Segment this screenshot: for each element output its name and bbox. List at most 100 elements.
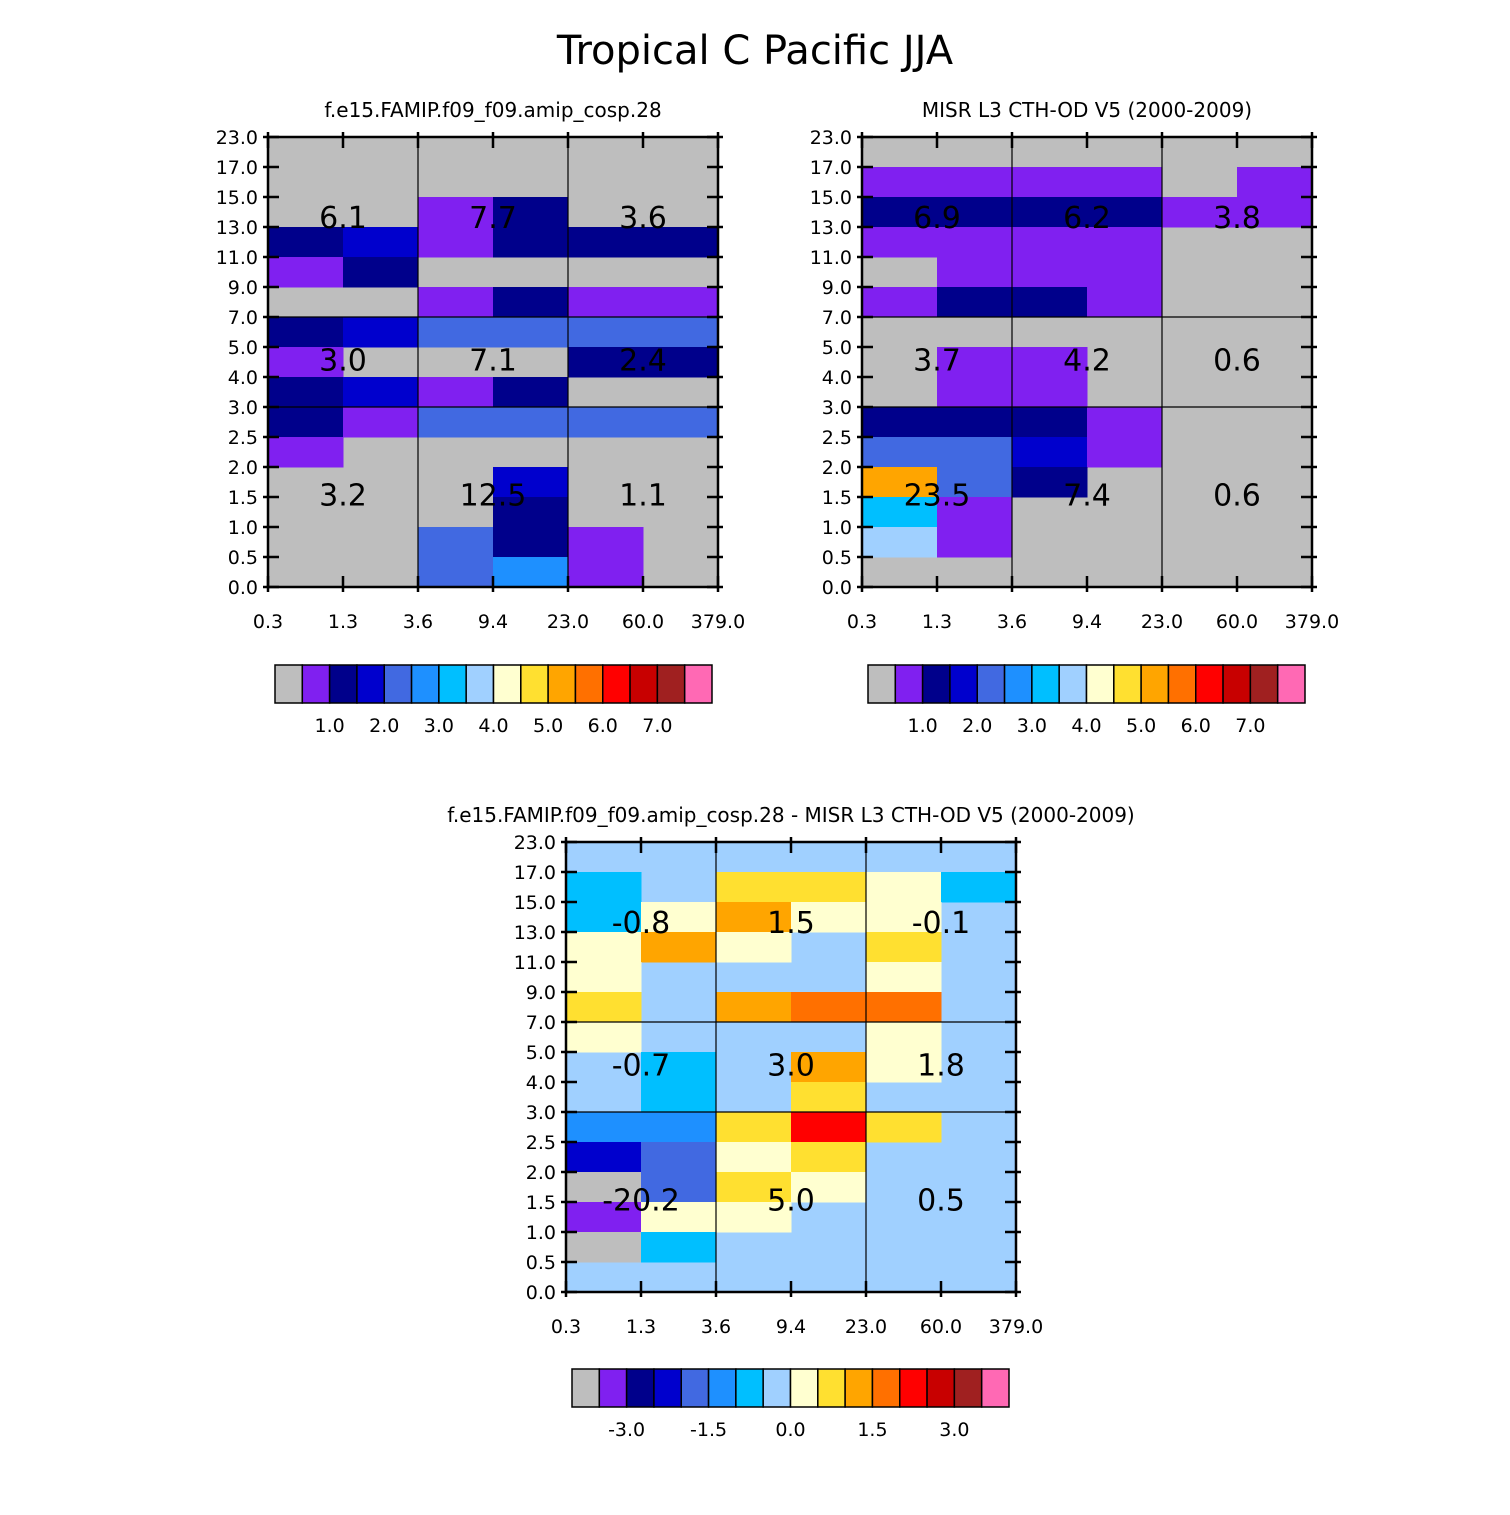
y-tick-label: 11.0: [216, 247, 258, 269]
y-tick-label: 0.5: [822, 547, 852, 569]
heatmap-cell: [643, 227, 719, 258]
heatmap-cell: [493, 287, 569, 318]
y-tick-label: 9.0: [526, 982, 556, 1004]
y-tick-label: 3.0: [228, 397, 258, 419]
y-tick-label: 2.5: [526, 1132, 556, 1154]
cell-value-label: 23.5: [904, 479, 971, 514]
y-tick-label: 0.0: [822, 577, 852, 599]
colorbar-swatch: [571, 1368, 601, 1408]
colorbar-swatch: [707, 1368, 737, 1408]
colorbar-label: 7.0: [1235, 715, 1265, 737]
y-tick-label: 9.0: [822, 277, 852, 299]
cell-value-label: -20.2: [602, 1184, 680, 1219]
y-tick-label: 5.0: [526, 1042, 556, 1064]
x-tick-label: 3.6: [701, 1316, 731, 1338]
heatmap-cell: [493, 227, 569, 258]
heatmap-cell: [937, 437, 1013, 468]
heatmap-cell: [791, 1052, 867, 1083]
x-tick-label: 379.0: [1285, 611, 1339, 633]
panel-title: f.e15.FAMIP.f09_f09.amip_cosp.28: [324, 98, 661, 122]
y-tick-label: 15.0: [514, 892, 556, 914]
heatmap-cell: [1012, 377, 1088, 408]
y-tick-label: 17.0: [810, 157, 852, 179]
cell-value-label: 1.5: [767, 906, 815, 941]
heatmap-cell: [866, 962, 942, 993]
heatmap-cell: [937, 497, 1013, 528]
heatmap-cell: [641, 932, 717, 963]
heatmap-cell: [568, 227, 644, 258]
cell-value-label: 7.4: [1063, 479, 1111, 514]
colorbar-swatch: [926, 1368, 956, 1408]
y-tick-label: 17.0: [216, 157, 258, 179]
heatmap-cell: [566, 932, 642, 963]
heatmap-cell: [568, 557, 644, 588]
y-tick-label: 2.0: [228, 457, 258, 479]
heatmap-cell: [641, 1052, 717, 1083]
heatmap-cell: [566, 1172, 642, 1203]
heatmap-cell: [1087, 197, 1163, 228]
cell-value-label: 3.6: [619, 201, 667, 236]
heatmap-cell: [791, 872, 867, 903]
y-tick-label: 5.0: [822, 337, 852, 359]
x-tick-label: 9.4: [1072, 611, 1102, 633]
heatmap-cell: [862, 527, 938, 558]
y-tick-label: 13.0: [514, 922, 556, 944]
x-tick-label: 1.3: [328, 611, 358, 633]
x-tick-label: 0.3: [253, 611, 283, 633]
cell-value-label: 1.8: [917, 1049, 965, 1084]
heatmap-cell: [493, 557, 569, 588]
y-tick-label: 2.5: [822, 427, 852, 449]
colorbar-swatch: [867, 664, 897, 704]
heatmap-cell: [791, 1172, 867, 1203]
y-tick-label: 2.5: [228, 427, 258, 449]
heatmap-cell: [566, 1202, 642, 1233]
cell-value-label: 4.2: [1063, 344, 1111, 379]
colorbar-label: 6.0: [588, 715, 618, 737]
y-tick-label: 11.0: [514, 952, 556, 974]
colorbar-label: 3.0: [424, 715, 454, 737]
x-tick-label: 9.4: [776, 1316, 806, 1338]
y-tick-label: 15.0: [810, 187, 852, 209]
y-tick-label: 1.0: [228, 517, 258, 539]
heatmap-cell: [268, 437, 344, 468]
heatmap-cell: [641, 1202, 717, 1233]
x-tick-label: 1.3: [626, 1316, 656, 1338]
main-title: Tropical C Pacific JJA: [556, 28, 954, 74]
colorbar-swatch: [598, 1368, 628, 1408]
x-tick-label: 9.4: [478, 611, 508, 633]
heatmap-cell: [716, 902, 792, 933]
y-tick-label: 4.0: [228, 367, 258, 389]
heatmap-cell: [641, 902, 717, 933]
heatmap-cell: [568, 347, 644, 378]
colorbar-swatch: [789, 1368, 819, 1408]
heatmap-cell: [937, 377, 1013, 408]
colorbar: 1.0 2.0 3.0 4.0 5.0 6.0 7.0: [867, 664, 1306, 737]
y-tick-label: 13.0: [810, 217, 852, 239]
y-tick-label: 4.0: [526, 1072, 556, 1094]
heatmap-cell: [866, 932, 942, 963]
heatmap-cell: [716, 1202, 792, 1233]
y-tick-label: 1.5: [228, 487, 258, 509]
x-tick-label: 60.0: [622, 611, 664, 633]
heatmap-cell: [418, 227, 494, 258]
heatmap-cell: [493, 467, 569, 498]
colorbar-swatch: [438, 664, 467, 704]
heatmap-cell: [1087, 227, 1163, 258]
heatmap-cell: [566, 902, 642, 933]
heatmap-cell: [1012, 257, 1088, 288]
colorbar-label: 1.5: [857, 1419, 887, 1441]
colorbar-swatch: [1222, 664, 1252, 704]
heatmap-cell: [493, 497, 569, 528]
heatmap-cell: [1012, 227, 1088, 258]
cell-value-label: -0.7: [612, 1049, 671, 1084]
heatmap-cell: [862, 227, 938, 258]
y-tick-label: 4.0: [822, 367, 852, 389]
y-tick-label: 15.0: [216, 187, 258, 209]
colorbar-swatch: [520, 664, 549, 704]
heatmap-cell: [716, 1112, 792, 1143]
colorbar-label: 2.0: [962, 715, 992, 737]
heatmap-cell: [866, 1022, 942, 1053]
heatmap-panel-1: 0.0 0.5 1.0 1.5 2.0 2.5 3.0 4.0 5.0 7.0 9.0 11.0 13.…: [216, 98, 746, 737]
x-tick-label: 23.0: [547, 611, 589, 633]
colorbar-label: 4.0: [1071, 715, 1101, 737]
